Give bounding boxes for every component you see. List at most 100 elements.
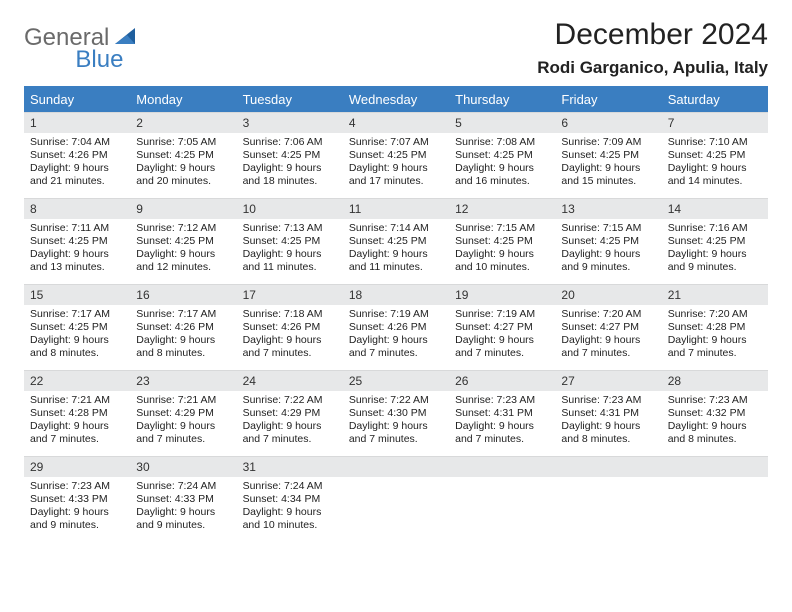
day-details: Sunrise: 7:16 AMSunset: 4:25 PMDaylight:… bbox=[662, 219, 768, 284]
daylight-line: Daylight: 9 hours and 14 minutes. bbox=[668, 162, 762, 188]
daylight-line: Daylight: 9 hours and 20 minutes. bbox=[136, 162, 230, 188]
sunset-line: Sunset: 4:28 PM bbox=[668, 321, 762, 334]
day-details: Sunrise: 7:10 AMSunset: 4:25 PMDaylight:… bbox=[662, 133, 768, 198]
location: Rodi Garganico, Apulia, Italy bbox=[537, 58, 768, 78]
sunset-line: Sunset: 4:25 PM bbox=[561, 235, 655, 248]
sunrise-line: Sunrise: 7:12 AM bbox=[136, 222, 230, 235]
calendar-cell: 25Sunrise: 7:22 AMSunset: 4:30 PMDayligh… bbox=[343, 370, 449, 456]
calendar-cell: 14Sunrise: 7:16 AMSunset: 4:25 PMDayligh… bbox=[662, 198, 768, 284]
day-details: Sunrise: 7:15 AMSunset: 4:25 PMDaylight:… bbox=[449, 219, 555, 284]
sunrise-line: Sunrise: 7:19 AM bbox=[349, 308, 443, 321]
day-details: Sunrise: 7:23 AMSunset: 4:31 PMDaylight:… bbox=[449, 391, 555, 456]
sunset-line: Sunset: 4:29 PM bbox=[243, 407, 337, 420]
daylight-line: Daylight: 9 hours and 7 minutes. bbox=[30, 420, 124, 446]
daylight-line: Daylight: 9 hours and 16 minutes. bbox=[455, 162, 549, 188]
day-details: Sunrise: 7:18 AMSunset: 4:26 PMDaylight:… bbox=[237, 305, 343, 370]
sunset-line: Sunset: 4:25 PM bbox=[136, 149, 230, 162]
calendar-row: 1Sunrise: 7:04 AMSunset: 4:26 PMDaylight… bbox=[24, 112, 768, 198]
day-number: 2 bbox=[130, 112, 236, 133]
sunrise-line: Sunrise: 7:05 AM bbox=[136, 136, 230, 149]
sunrise-line: Sunrise: 7:18 AM bbox=[243, 308, 337, 321]
sunrise-line: Sunrise: 7:13 AM bbox=[243, 222, 337, 235]
sunrise-line: Sunrise: 7:10 AM bbox=[668, 136, 762, 149]
weekday-fri: Friday bbox=[555, 87, 661, 112]
calendar-cell: 12Sunrise: 7:15 AMSunset: 4:25 PMDayligh… bbox=[449, 198, 555, 284]
day-number: 19 bbox=[449, 284, 555, 305]
sunset-line: Sunset: 4:25 PM bbox=[349, 235, 443, 248]
calendar-cell: 19Sunrise: 7:19 AMSunset: 4:27 PMDayligh… bbox=[449, 284, 555, 370]
day-number: 28 bbox=[662, 370, 768, 391]
daylight-line: Daylight: 9 hours and 7 minutes. bbox=[455, 334, 549, 360]
weekday-header: Sunday Monday Tuesday Wednesday Thursday… bbox=[24, 87, 768, 112]
daylight-line: Daylight: 9 hours and 13 minutes. bbox=[30, 248, 124, 274]
sunrise-line: Sunrise: 7:21 AM bbox=[30, 394, 124, 407]
calendar-cell bbox=[555, 456, 661, 542]
weekday-thu: Thursday bbox=[449, 87, 555, 112]
sunrise-line: Sunrise: 7:08 AM bbox=[455, 136, 549, 149]
calendar-cell: 17Sunrise: 7:18 AMSunset: 4:26 PMDayligh… bbox=[237, 284, 343, 370]
day-details: Sunrise: 7:21 AMSunset: 4:28 PMDaylight:… bbox=[24, 391, 130, 456]
day-details: Sunrise: 7:04 AMSunset: 4:26 PMDaylight:… bbox=[24, 133, 130, 198]
day-number: 12 bbox=[449, 198, 555, 219]
day-number: 20 bbox=[555, 284, 661, 305]
day-number bbox=[662, 456, 768, 477]
day-number: 17 bbox=[237, 284, 343, 305]
day-number: 29 bbox=[24, 456, 130, 477]
calendar-cell: 28Sunrise: 7:23 AMSunset: 4:32 PMDayligh… bbox=[662, 370, 768, 456]
day-details: Sunrise: 7:22 AMSunset: 4:29 PMDaylight:… bbox=[237, 391, 343, 456]
calendar-row: 22Sunrise: 7:21 AMSunset: 4:28 PMDayligh… bbox=[24, 370, 768, 456]
calendar-cell: 26Sunrise: 7:23 AMSunset: 4:31 PMDayligh… bbox=[449, 370, 555, 456]
day-number: 9 bbox=[130, 198, 236, 219]
sunset-line: Sunset: 4:25 PM bbox=[243, 235, 337, 248]
day-number: 5 bbox=[449, 112, 555, 133]
sunrise-line: Sunrise: 7:23 AM bbox=[668, 394, 762, 407]
sunrise-line: Sunrise: 7:09 AM bbox=[561, 136, 655, 149]
sunrise-line: Sunrise: 7:11 AM bbox=[30, 222, 124, 235]
calendar-row: 29Sunrise: 7:23 AMSunset: 4:33 PMDayligh… bbox=[24, 456, 768, 542]
calendar-table: Sunday Monday Tuesday Wednesday Thursday… bbox=[24, 87, 768, 542]
daylight-line: Daylight: 9 hours and 21 minutes. bbox=[30, 162, 124, 188]
daylight-line: Daylight: 9 hours and 8 minutes. bbox=[668, 420, 762, 446]
page-title: December 2024 bbox=[537, 18, 768, 52]
day-number: 10 bbox=[237, 198, 343, 219]
daylight-line: Daylight: 9 hours and 8 minutes. bbox=[136, 334, 230, 360]
day-details: Sunrise: 7:17 AMSunset: 4:25 PMDaylight:… bbox=[24, 305, 130, 370]
day-number: 16 bbox=[130, 284, 236, 305]
calendar-cell: 15Sunrise: 7:17 AMSunset: 4:25 PMDayligh… bbox=[24, 284, 130, 370]
day-details: Sunrise: 7:07 AMSunset: 4:25 PMDaylight:… bbox=[343, 133, 449, 198]
sunset-line: Sunset: 4:25 PM bbox=[455, 149, 549, 162]
daylight-line: Daylight: 9 hours and 7 minutes. bbox=[243, 420, 337, 446]
daylight-line: Daylight: 9 hours and 9 minutes. bbox=[30, 506, 124, 532]
day-details: Sunrise: 7:15 AMSunset: 4:25 PMDaylight:… bbox=[555, 219, 661, 284]
day-details: Sunrise: 7:06 AMSunset: 4:25 PMDaylight:… bbox=[237, 133, 343, 198]
day-details: Sunrise: 7:22 AMSunset: 4:30 PMDaylight:… bbox=[343, 391, 449, 456]
sunrise-line: Sunrise: 7:04 AM bbox=[30, 136, 124, 149]
sunrise-line: Sunrise: 7:17 AM bbox=[30, 308, 124, 321]
day-number: 21 bbox=[662, 284, 768, 305]
calendar-cell: 10Sunrise: 7:13 AMSunset: 4:25 PMDayligh… bbox=[237, 198, 343, 284]
day-number: 14 bbox=[662, 198, 768, 219]
sunset-line: Sunset: 4:28 PM bbox=[30, 407, 124, 420]
calendar-body: 1Sunrise: 7:04 AMSunset: 4:26 PMDaylight… bbox=[24, 112, 768, 542]
daylight-line: Daylight: 9 hours and 9 minutes. bbox=[136, 506, 230, 532]
day-details bbox=[555, 477, 661, 542]
sunrise-line: Sunrise: 7:21 AM bbox=[136, 394, 230, 407]
calendar-row: 15Sunrise: 7:17 AMSunset: 4:25 PMDayligh… bbox=[24, 284, 768, 370]
calendar-cell bbox=[449, 456, 555, 542]
calendar-cell: 4Sunrise: 7:07 AMSunset: 4:25 PMDaylight… bbox=[343, 112, 449, 198]
daylight-line: Daylight: 9 hours and 9 minutes. bbox=[561, 248, 655, 274]
daylight-line: Daylight: 9 hours and 12 minutes. bbox=[136, 248, 230, 274]
weekday-sat: Saturday bbox=[662, 87, 768, 112]
day-number: 7 bbox=[662, 112, 768, 133]
daylight-line: Daylight: 9 hours and 11 minutes. bbox=[349, 248, 443, 274]
day-details: Sunrise: 7:23 AMSunset: 4:31 PMDaylight:… bbox=[555, 391, 661, 456]
day-number: 15 bbox=[24, 284, 130, 305]
calendar-cell: 1Sunrise: 7:04 AMSunset: 4:26 PMDaylight… bbox=[24, 112, 130, 198]
sunset-line: Sunset: 4:25 PM bbox=[668, 235, 762, 248]
day-number: 6 bbox=[555, 112, 661, 133]
sunset-line: Sunset: 4:25 PM bbox=[349, 149, 443, 162]
day-details: Sunrise: 7:24 AMSunset: 4:33 PMDaylight:… bbox=[130, 477, 236, 542]
calendar-cell: 20Sunrise: 7:20 AMSunset: 4:27 PMDayligh… bbox=[555, 284, 661, 370]
day-details: Sunrise: 7:19 AMSunset: 4:27 PMDaylight:… bbox=[449, 305, 555, 370]
sunset-line: Sunset: 4:25 PM bbox=[668, 149, 762, 162]
